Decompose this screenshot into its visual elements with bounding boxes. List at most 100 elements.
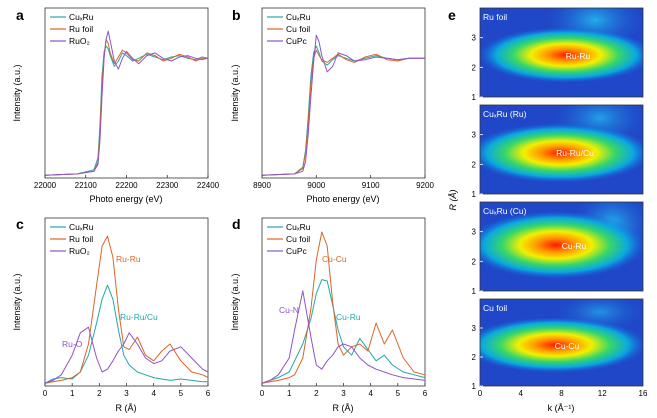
x-axis-label: k (Å⁻¹) bbox=[548, 403, 575, 413]
legend: CuₓRu Cu foil CuPc bbox=[267, 12, 311, 46]
x-tick-label: 0 bbox=[43, 389, 48, 398]
series-line-3 bbox=[261, 290, 426, 384]
y-tick-label: 2 bbox=[472, 160, 477, 169]
y-axis-label: R (Å) bbox=[448, 190, 458, 211]
series-line-1 bbox=[261, 279, 426, 384]
x-tick-label: 12 bbox=[598, 389, 607, 398]
x-tick-label: 3 bbox=[341, 389, 346, 398]
legend-label: RuO₂ bbox=[69, 246, 90, 256]
annotation: Cu-Ru bbox=[336, 312, 361, 322]
y-axis-label: Intensity (a.u.) bbox=[230, 64, 240, 121]
heatmap-cu-foil: Cu foil Cu-Cu bbox=[479, 298, 644, 387]
x-tick-label: 22200 bbox=[115, 181, 138, 190]
x-tick-label: 22000 bbox=[34, 181, 57, 190]
plot-area: 22000 22100 22200 22300 22400 bbox=[34, 30, 220, 190]
map-label: CuₓRu (Ru) bbox=[483, 109, 527, 119]
x-tick-label: 8 bbox=[559, 389, 564, 398]
x-axis-label: Photo energy (eV) bbox=[89, 194, 162, 204]
y-tick-label: 1 bbox=[472, 190, 477, 199]
y-axis-label: Intensity (a.u.) bbox=[12, 64, 22, 121]
heatmap-cuxru-ru: CuₓRu (Ru) Ru-Ru/Cu bbox=[479, 104, 644, 195]
series-line-1 bbox=[44, 284, 208, 384]
x-tick-label: 4 bbox=[368, 389, 373, 398]
x-tick-label: 1 bbox=[287, 389, 292, 398]
annotation: Ru-O bbox=[62, 339, 83, 349]
x-tick-label: 9200 bbox=[416, 181, 434, 190]
y-tick-label: 3 bbox=[472, 131, 477, 140]
annotation: Cu-Cu bbox=[322, 254, 347, 264]
legend: CuₓRu Ru foil RuO₂ bbox=[50, 222, 94, 256]
x-axis-label: Photo energy (eV) bbox=[306, 194, 379, 204]
y-tick-label: 3 bbox=[472, 228, 477, 237]
legend-label: CuₓRu bbox=[286, 222, 311, 232]
series-line-3 bbox=[261, 34, 425, 176]
map-peak-label: Cu-Ru bbox=[562, 241, 587, 251]
x-tick-label: 4 bbox=[519, 389, 524, 398]
legend-label: Cu foil bbox=[286, 24, 310, 34]
series-line-1 bbox=[44, 45, 209, 176]
panel-letter: d bbox=[232, 216, 241, 232]
legend-label: Ru foil bbox=[69, 24, 93, 34]
y-tick-label: 2 bbox=[472, 63, 477, 72]
panel-b: b Photo energy (eV) Intensity (a.u.) Cuₓ… bbox=[230, 7, 434, 204]
panel-a: a Photo energy (eV) Intensity (a.u.) Cuₓ… bbox=[12, 7, 220, 204]
y-tick-label: 1 bbox=[472, 382, 477, 391]
series-line-1 bbox=[261, 45, 425, 176]
x-tick-label: 22400 bbox=[197, 181, 220, 190]
y-tick-label: 3 bbox=[472, 34, 477, 43]
y-tick-label: 1 bbox=[472, 93, 477, 102]
plot-frame bbox=[261, 7, 426, 179]
map-label: Ru foil bbox=[483, 12, 507, 22]
legend-label: Cu foil bbox=[286, 234, 310, 244]
x-tick-label: 2 bbox=[97, 389, 102, 398]
x-tick-label: 22100 bbox=[75, 181, 98, 190]
y-axis-label: Intensity (a.u.) bbox=[230, 273, 240, 330]
legend: CuₓRu Cu foil CuPc bbox=[267, 222, 311, 256]
x-tick-label: 5 bbox=[396, 389, 401, 398]
annotation: Cu-N bbox=[279, 305, 299, 315]
x-tick-label: 22300 bbox=[156, 181, 179, 190]
series-line-2 bbox=[44, 235, 209, 384]
x-axis-label: R (Å) bbox=[333, 403, 354, 413]
x-tick-label: 9000 bbox=[307, 181, 325, 190]
legend-label: CuₓRu bbox=[69, 222, 94, 232]
x-tick-label: 3 bbox=[124, 389, 129, 398]
legend-label: CuₓRu bbox=[69, 12, 94, 22]
x-tick-label: 9100 bbox=[362, 181, 380, 190]
x-tick-label: 6 bbox=[423, 389, 428, 398]
y-axis-label: Intensity (a.u.) bbox=[12, 273, 22, 330]
x-tick-label: 2 bbox=[314, 389, 319, 398]
plot-area: 0 1 2 3 4 5 6 bbox=[43, 235, 211, 398]
annotation: Ru-Ru bbox=[116, 254, 141, 264]
panel-letter: a bbox=[16, 7, 24, 23]
panel-e: e R (Å) k (Å⁻¹) Ru foil Ru-Ru CuₓRu (Ru)… bbox=[448, 7, 648, 413]
map-label: Cu foil bbox=[483, 303, 507, 313]
series-line-3 bbox=[44, 326, 209, 384]
series-line-2 bbox=[261, 49, 425, 176]
x-tick-label: 0 bbox=[478, 389, 483, 398]
legend-label: RuO₂ bbox=[69, 36, 90, 46]
y-tick-label: 2 bbox=[472, 257, 477, 266]
x-tick-label: 6 bbox=[206, 389, 211, 398]
panel-letter: b bbox=[232, 7, 241, 23]
y-tick-label: 1 bbox=[472, 287, 477, 296]
map-peak-label: Ru-Ru/Cu bbox=[556, 148, 594, 158]
x-tick-label: 4 bbox=[151, 389, 156, 398]
legend-label: Ru foil bbox=[69, 234, 93, 244]
map-peak-label: Cu-Cu bbox=[555, 341, 580, 351]
plot-area: 0 1 2 3 4 5 6 bbox=[260, 231, 428, 398]
legend-label: CuPc bbox=[286, 36, 308, 46]
legend-label: CuPc bbox=[286, 246, 308, 256]
panel-d: d R (Å) Intensity (a.u.) CuₓRu Cu foil C… bbox=[230, 216, 428, 413]
legend-label: CuₓRu bbox=[286, 12, 311, 22]
panel-c: c R (Å) Intensity (a.u.) CuₓRu Ru foil R… bbox=[12, 216, 211, 413]
x-axis-label: R (Å) bbox=[116, 403, 137, 413]
map-peak-label: Ru-Ru bbox=[566, 51, 591, 61]
x-tick-label: 5 bbox=[179, 389, 184, 398]
x-tick-label: 16 bbox=[639, 389, 648, 398]
panel-letter: e bbox=[448, 7, 456, 23]
series-line-2 bbox=[261, 231, 426, 384]
map-label: CuₓRu (Cu) bbox=[483, 206, 527, 216]
